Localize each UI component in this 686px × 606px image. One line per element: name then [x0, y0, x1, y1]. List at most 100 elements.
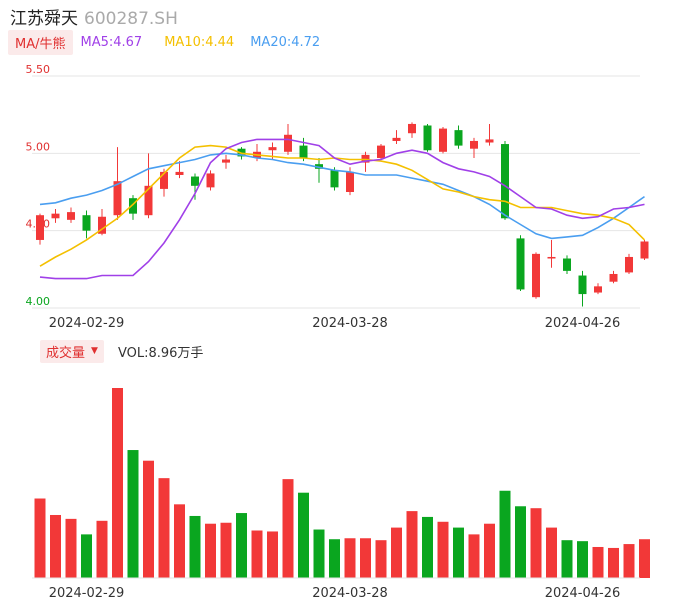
- volume-bar: [50, 514, 61, 578]
- volume-bar: [546, 527, 557, 578]
- volume-indicator-label: 成交量: [46, 345, 86, 361]
- candle-body: [175, 171, 184, 175]
- stock-header: 江苏舜天 600287.SH: [10, 4, 178, 29]
- volume-bar: [220, 522, 232, 578]
- volume-bar: [453, 527, 464, 578]
- volume-bar: [468, 534, 480, 578]
- candle-body: [501, 144, 509, 219]
- volume-bar: [34, 498, 46, 578]
- volume-bar: [96, 520, 108, 578]
- price-date-label: 2024-04-26: [545, 316, 621, 331]
- price-axis-label: 4.00: [26, 295, 51, 308]
- candle-body: [98, 216, 106, 234]
- candle-body: [547, 256, 556, 259]
- candle-body: [191, 176, 199, 186]
- volume-bar: [592, 546, 604, 578]
- volume-bar: [143, 460, 154, 578]
- volume-bar: [530, 508, 542, 578]
- volume-bar: [127, 450, 139, 578]
- candle-body: [640, 241, 649, 259]
- volume-bar: [577, 541, 588, 578]
- candle-body: [408, 123, 416, 134]
- candle-body: [454, 130, 463, 146]
- volume-bar: [65, 518, 77, 578]
- volume-bar: [174, 504, 185, 578]
- candle-body: [439, 128, 447, 152]
- candle-body: [129, 198, 137, 214]
- candle-body: [594, 286, 602, 293]
- candle-body: [299, 145, 308, 158]
- volume-bar: [406, 511, 418, 578]
- candle-body: [144, 185, 153, 216]
- candle-body: [284, 134, 292, 152]
- volume-bar: [236, 513, 247, 578]
- volume-date-label: 2024-04-26: [545, 586, 621, 601]
- candle-body: [222, 159, 230, 163]
- candle-body: [160, 171, 168, 189]
- volume-bar: [360, 538, 371, 578]
- volume-bar: [391, 527, 402, 578]
- candle-body: [268, 147, 277, 151]
- volume-bar: [158, 478, 170, 578]
- volume-bar: [81, 534, 92, 578]
- price-axis-label: 5.00: [26, 140, 51, 153]
- dropdown-caret-icon: ▼: [91, 346, 98, 356]
- candle-body: [113, 181, 122, 216]
- volume-indicator-toggle[interactable]: 成交量 ▼: [40, 339, 104, 363]
- candle-body: [625, 256, 633, 273]
- volume-bar: [313, 529, 325, 578]
- ma5-legend: MA5:4.67: [80, 34, 143, 50]
- candle-body: [516, 238, 525, 290]
- volume-bar: [112, 388, 123, 578]
- candle-body: [532, 253, 540, 298]
- volume-bar: [561, 540, 573, 578]
- volume-bar: [251, 530, 263, 578]
- volume-readout: VOL:8.96万手: [117, 345, 204, 361]
- candle-body: [51, 213, 60, 219]
- volume-bar: [484, 523, 495, 578]
- volume-bar: [282, 479, 294, 578]
- volume-bar: [267, 531, 278, 578]
- ma5-line: [39, 138, 645, 280]
- volume-bar: [375, 540, 387, 578]
- volume-bar: [499, 490, 511, 578]
- stock-name: 江苏舜天: [10, 9, 78, 29]
- candle-body: [206, 173, 215, 188]
- price-date-label: 2024-02-29: [49, 316, 125, 331]
- volume-bar: [437, 521, 449, 578]
- candle-body: [377, 145, 385, 158]
- candle-body: [563, 258, 571, 271]
- candle-body: [330, 170, 339, 188]
- volume-bar: [515, 506, 526, 578]
- ma-indicator-toggle[interactable]: MA/牛熊: [8, 29, 73, 55]
- candle-body: [392, 137, 401, 141]
- candle-body: [346, 171, 354, 192]
- ma20-line: [39, 152, 645, 240]
- stock-code: 600287.SH: [84, 9, 178, 29]
- candle-body: [315, 164, 323, 169]
- candle-body: [423, 125, 432, 151]
- ma-legend: MA/牛熊 MA5:4.67 MA10:4.44 MA20:4.72: [8, 29, 321, 55]
- price-axis-label: 5.50: [26, 63, 51, 76]
- volume-bar: [623, 544, 635, 578]
- volume-bar: [205, 523, 216, 578]
- candle-body: [578, 275, 587, 295]
- volume-date-label: 2024-02-29: [49, 586, 125, 601]
- candle-body: [67, 212, 75, 220]
- volume-bar: [189, 515, 201, 578]
- candle-body: [36, 215, 44, 240]
- ma20-legend: MA20:4.72: [250, 34, 321, 50]
- volume-bar: [329, 539, 340, 578]
- price-date-label: 2024-03-28: [312, 316, 388, 331]
- candle-body: [82, 215, 91, 231]
- volume-legend: 成交量 ▼ VOL:8.96万手: [40, 339, 204, 363]
- volume-bar: [608, 547, 619, 578]
- volume-date-label: 2024-03-28: [312, 586, 388, 601]
- ma10-line: [39, 144, 646, 267]
- volume-bar: [639, 539, 650, 578]
- volume-bar: [298, 492, 309, 578]
- candle-body: [609, 273, 618, 282]
- candle-body: [485, 139, 494, 143]
- ma10-legend: MA10:4.44: [164, 34, 235, 50]
